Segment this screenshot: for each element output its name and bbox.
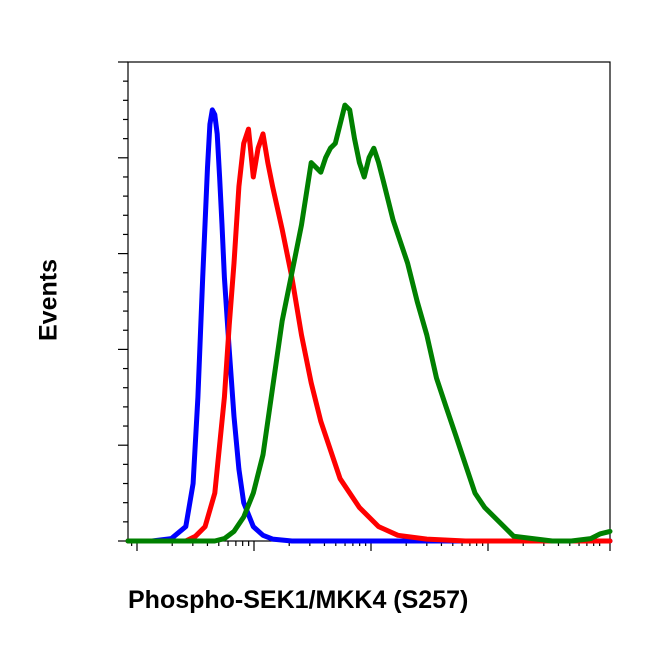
y-axis-ticks: [118, 61, 128, 542]
series-line-3: [125, 102, 613, 544]
series-line-2: [125, 126, 613, 544]
series-layer: [125, 102, 613, 544]
y-axis-label: Events: [34, 259, 63, 341]
x-axis-label: Phospho-SEK1/MKK4 (S257): [128, 586, 469, 614]
series-line-1: [125, 107, 613, 544]
